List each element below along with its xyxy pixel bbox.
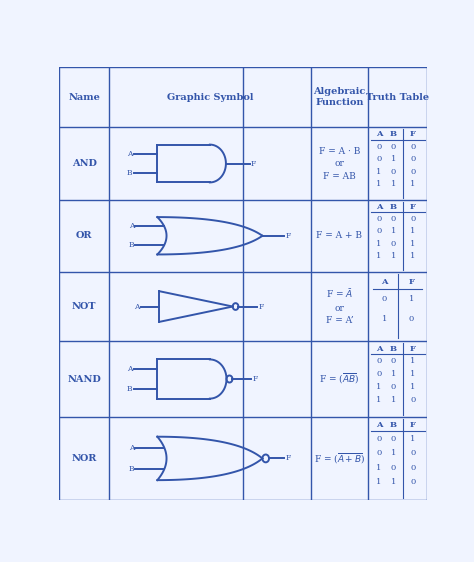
Text: 1: 1 [410,435,416,443]
Text: 0: 0 [409,315,414,323]
Text: 0: 0 [376,370,382,378]
Text: A: A [128,223,134,230]
Text: Algebraic
Function: Algebraic Function [313,87,365,107]
Text: 1: 1 [382,315,387,323]
Text: B: B [127,385,133,393]
Text: 1: 1 [410,370,416,378]
Text: 1: 1 [409,295,414,303]
Text: F: F [285,232,291,240]
Text: 1: 1 [391,228,396,235]
Text: F: F [253,375,258,383]
Text: B: B [390,420,397,429]
Text: NOR: NOR [72,454,97,463]
Text: 1: 1 [410,383,416,392]
Text: B: B [390,345,397,352]
Text: 0: 0 [391,435,396,443]
Text: F = A + B: F = A + B [316,232,362,241]
Text: NOT: NOT [72,302,96,311]
Text: 1: 1 [391,450,396,457]
Text: Name: Name [68,93,100,102]
Text: Truth Table: Truth Table [365,93,429,102]
Text: B: B [128,241,134,249]
Text: A: A [127,150,133,158]
Text: 0: 0 [376,143,382,151]
Text: 0: 0 [376,155,382,163]
Text: 1: 1 [391,252,396,260]
Text: B: B [127,169,133,177]
Text: F = ($\overline{A + B}$): F = ($\overline{A + B}$) [314,451,365,465]
Text: B: B [390,203,397,211]
Text: 0: 0 [391,143,396,151]
Text: 1: 1 [410,180,416,188]
Text: 1: 1 [391,155,396,163]
Text: 0: 0 [410,396,416,405]
Text: A: A [375,420,382,429]
Text: 1: 1 [376,383,382,392]
Text: F: F [410,345,416,352]
Text: 1: 1 [391,478,396,486]
Text: F: F [408,278,414,285]
Text: A: A [381,278,388,285]
Text: 0: 0 [376,357,382,365]
Text: 1: 1 [391,370,396,378]
Text: 0: 0 [376,450,382,457]
Text: F: F [410,420,416,429]
Text: F: F [410,130,416,138]
Text: 1: 1 [391,180,396,188]
Text: A: A [127,365,133,373]
Text: 0: 0 [391,383,396,392]
Text: 1: 1 [376,167,382,176]
Text: 0: 0 [391,357,396,365]
Text: F: F [251,160,256,167]
Text: 1: 1 [376,396,382,405]
Text: NAND: NAND [67,374,101,383]
Text: F = A · B
or
F = AB: F = A · B or F = AB [319,147,360,180]
Text: 1: 1 [376,240,382,248]
Text: 0: 0 [410,167,416,176]
Text: 1: 1 [376,180,382,188]
Text: 1: 1 [410,240,416,248]
Text: 1: 1 [376,252,382,260]
Text: 0: 0 [391,240,396,248]
Text: 1: 1 [391,396,396,405]
Text: 0: 0 [410,143,416,151]
Text: OR: OR [76,232,92,241]
Text: 0: 0 [410,155,416,163]
Text: A: A [128,443,134,451]
Text: F: F [285,455,291,463]
Text: F = ($\overline{AB}$): F = ($\overline{AB}$) [319,372,359,386]
Text: F: F [258,302,264,311]
Text: A: A [375,203,382,211]
Text: AND: AND [72,159,97,168]
Text: A: A [134,302,139,311]
Text: 1: 1 [410,357,416,365]
Text: 0: 0 [410,450,416,457]
Text: 0: 0 [391,215,396,223]
Text: 0: 0 [391,464,396,472]
Text: 0: 0 [382,295,387,303]
Text: A: A [375,130,382,138]
Text: 0: 0 [391,167,396,176]
Text: 1: 1 [410,252,416,260]
Text: 0: 0 [376,215,382,223]
Text: 0: 0 [376,435,382,443]
Text: 1: 1 [376,478,382,486]
Text: B: B [390,130,397,138]
Text: Graphic Symbol: Graphic Symbol [167,93,253,102]
Text: F = $\bar{A}$
or
F = A’: F = $\bar{A}$ or F = A’ [326,288,353,325]
Text: B: B [128,465,134,473]
Text: 0: 0 [410,464,416,472]
Text: A: A [375,345,382,352]
Text: 0: 0 [410,215,416,223]
Text: 1: 1 [410,228,416,235]
Text: 0: 0 [410,478,416,486]
Text: 1: 1 [376,464,382,472]
Text: F: F [410,203,416,211]
Text: 0: 0 [376,228,382,235]
